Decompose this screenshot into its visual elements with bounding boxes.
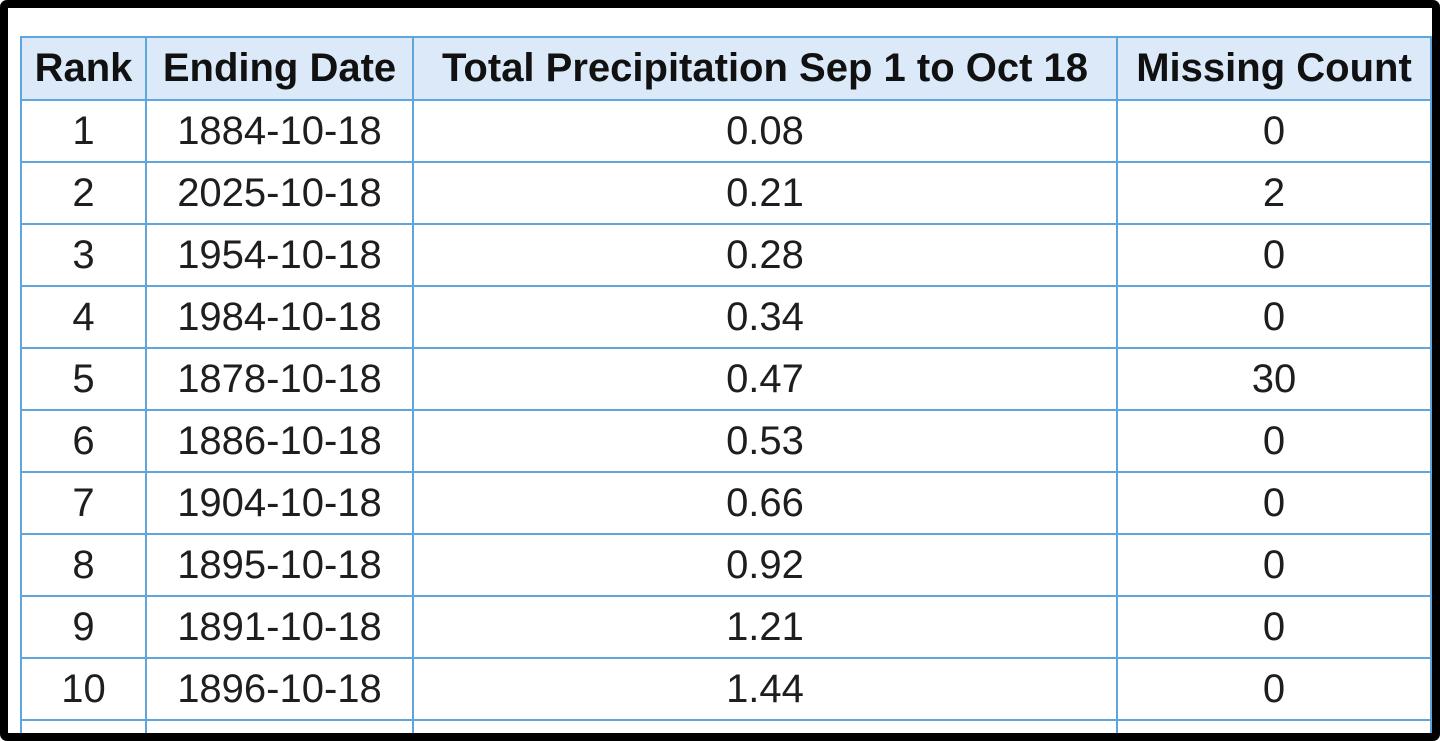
- cell-ending-date: 1884-10-18: [145, 99, 414, 163]
- cell-ending-date: 1895-10-18: [145, 533, 414, 597]
- cell-rank: 6: [20, 409, 147, 473]
- cell-rank: 10: [20, 657, 147, 721]
- cell-missing-count: 0: [1116, 471, 1432, 535]
- cell-rank: 9: [20, 595, 147, 659]
- cell-precipitation: 0.08: [412, 99, 1118, 163]
- cell-missing-count: 0: [1116, 533, 1432, 597]
- column-header-missing-count: Missing Count: [1116, 36, 1432, 101]
- table-row: 6 1886-10-18 0.53 0: [20, 409, 1432, 473]
- cell-missing-count: 0: [1116, 409, 1432, 473]
- cell-rank: 1: [20, 99, 147, 163]
- cell-missing-count: 2: [1116, 161, 1432, 225]
- cell-missing-count: 30: [1116, 347, 1432, 411]
- cell-ending-date: 1984-10-18: [145, 285, 414, 349]
- table-row: 9 1891-10-18 1.21 0: [20, 595, 1432, 659]
- cell-precipitation: 1.21: [412, 595, 1118, 659]
- partial-row: [20, 719, 1432, 733]
- column-header-ending-date: Ending Date: [145, 36, 414, 101]
- cell-precipitation: 0.21: [412, 161, 1118, 225]
- cell-missing-count: 0: [1116, 99, 1432, 163]
- table-row: 1 1884-10-18 0.08 0: [20, 99, 1432, 163]
- cell-ending-date: 1886-10-18: [145, 409, 414, 473]
- cell-rank: [20, 719, 147, 733]
- table-header-row: Rank Ending Date Total Precipitation Sep…: [20, 36, 1432, 101]
- cell-precipitation: [412, 719, 1118, 733]
- cell-missing-count: [1116, 719, 1432, 733]
- cell-ending-date: [145, 719, 414, 733]
- table-row: 4 1984-10-18 0.34 0: [20, 285, 1432, 349]
- cell-ending-date: 2025-10-18: [145, 161, 414, 225]
- cell-rank: 2: [20, 161, 147, 225]
- cell-ending-date: 1896-10-18: [145, 657, 414, 721]
- cell-rank: 5: [20, 347, 147, 411]
- cell-rank: 3: [20, 223, 147, 287]
- cell-precipitation: 0.66: [412, 471, 1118, 535]
- cell-ending-date: 1904-10-18: [145, 471, 414, 535]
- table-row: 10 1896-10-18 1.44 0: [20, 657, 1432, 721]
- cell-rank: 7: [20, 471, 147, 535]
- cell-ending-date: 1891-10-18: [145, 595, 414, 659]
- column-header-precipitation: Total Precipitation Sep 1 to Oct 18: [412, 36, 1118, 101]
- table-row: 3 1954-10-18 0.28 0: [20, 223, 1432, 287]
- cell-missing-count: 0: [1116, 657, 1432, 721]
- cell-precipitation: 1.44: [412, 657, 1118, 721]
- cell-missing-count: 0: [1116, 285, 1432, 349]
- cell-missing-count: 0: [1116, 595, 1432, 659]
- page-content: Rank Ending Date Total Precipitation Sep…: [8, 8, 1432, 733]
- cell-missing-count: 0: [1116, 223, 1432, 287]
- table-row: 2 2025-10-18 0.21 2: [20, 161, 1432, 225]
- cell-rank: 8: [20, 533, 147, 597]
- cell-precipitation: 0.92: [412, 533, 1118, 597]
- cell-ending-date: 1878-10-18: [145, 347, 414, 411]
- cell-rank: 4: [20, 285, 147, 349]
- table-row: 5 1878-10-18 0.47 30: [20, 347, 1432, 411]
- table-row: 8 1895-10-18 0.92 0: [20, 533, 1432, 597]
- cell-ending-date: 1954-10-18: [145, 223, 414, 287]
- cell-precipitation: 0.34: [412, 285, 1118, 349]
- precipitation-rank-table: Rank Ending Date Total Precipitation Sep…: [20, 36, 1432, 733]
- column-header-rank: Rank: [20, 36, 147, 101]
- cell-precipitation: 0.47: [412, 347, 1118, 411]
- cell-precipitation: 0.53: [412, 409, 1118, 473]
- cell-precipitation: 0.28: [412, 223, 1118, 287]
- table-row: 7 1904-10-18 0.66 0: [20, 471, 1432, 535]
